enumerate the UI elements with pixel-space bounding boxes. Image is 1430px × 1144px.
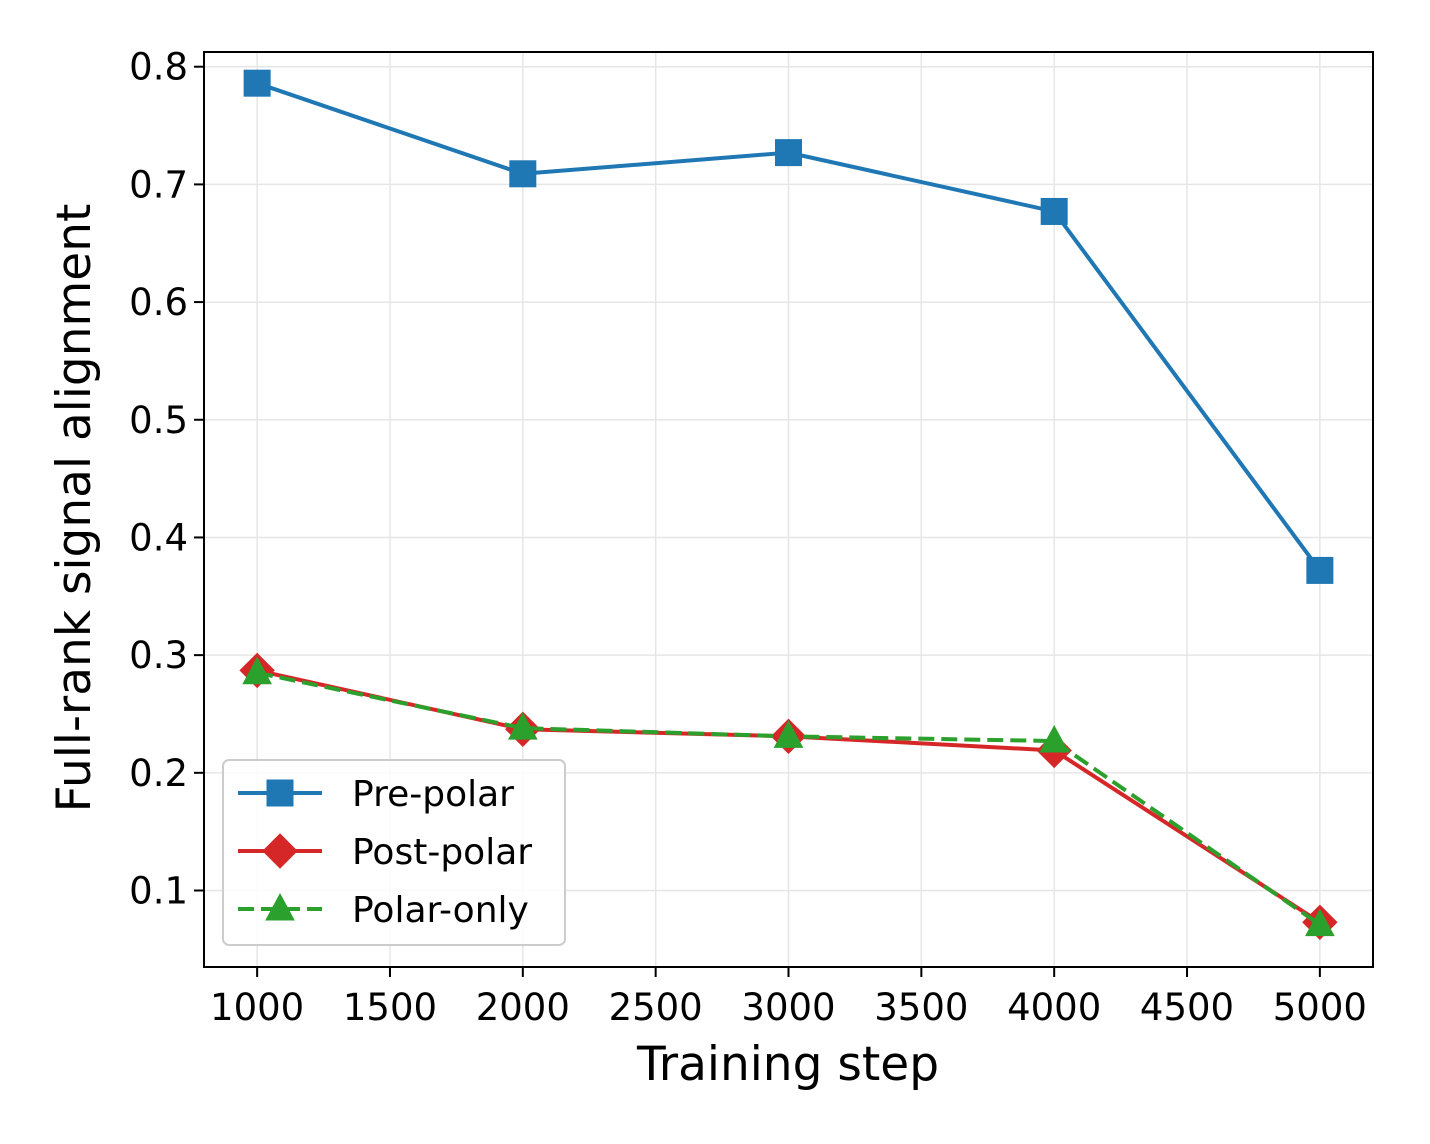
y-axis-label: Full-rank signal alignment: [47, 204, 102, 813]
y-tick-label: 0.3: [129, 634, 188, 677]
legend-marker-polar-only: [265, 892, 295, 921]
legend-label-polar-only: Polar-only: [352, 890, 529, 931]
x-tick-label: 5000: [1273, 986, 1367, 1029]
series-polar-only: [242, 656, 1335, 937]
data-point-pre-polar: [1306, 556, 1334, 584]
y-tick-label: 0.2: [129, 752, 188, 795]
y-tick-label: 0.1: [129, 870, 188, 913]
axis-ticks: 1000 1500 2000 2500 3000 3500 4000 4500 5000 0.1 0…: [129, 46, 1367, 1029]
series-pre-polar: [243, 69, 1334, 584]
data-point-polar-only: [1305, 908, 1335, 937]
legend-marker-pre-polar: [266, 779, 294, 807]
x-tick-label: 1000: [210, 986, 304, 1029]
x-tick-label: 4500: [1140, 986, 1234, 1029]
y-tick-label: 0.4: [129, 516, 188, 559]
x-tick-label: 3500: [874, 986, 968, 1029]
y-tick-label: 0.7: [129, 163, 188, 206]
legend-marker-post-polar: [262, 833, 298, 869]
data-point-polar-only: [242, 656, 272, 685]
data-point-pre-polar: [243, 69, 271, 97]
legend-frame: [222, 759, 566, 946]
data-point-pre-polar: [1040, 197, 1068, 225]
data-point-polar-only: [507, 712, 538, 740]
data-point-polar-only: [1039, 724, 1070, 753]
legend-label-pre-polar: Pre-polar: [352, 774, 514, 815]
x-axis-label: Training step: [636, 1037, 939, 1092]
x-tick-label: 2500: [609, 986, 703, 1029]
data-point-pre-polar: [775, 139, 802, 167]
data-point-pre-polar: [509, 160, 537, 188]
y-tick-label: 0.6: [129, 281, 188, 324]
y-tick-label: 0.5: [129, 399, 188, 442]
x-tick-label: 4000: [1007, 986, 1101, 1029]
y-tick-label: 0.8: [129, 46, 188, 89]
series-layer: [239, 69, 1338, 940]
legend: Pre-polar Post-polar Polar-only: [222, 759, 566, 946]
x-tick-label: 3000: [741, 986, 835, 1029]
x-tick-label: 2000: [476, 986, 570, 1029]
x-tick-label: 1500: [343, 986, 437, 1029]
data-point-polar-only: [773, 720, 804, 748]
legend-label-post-polar: Post-polar: [352, 832, 532, 873]
